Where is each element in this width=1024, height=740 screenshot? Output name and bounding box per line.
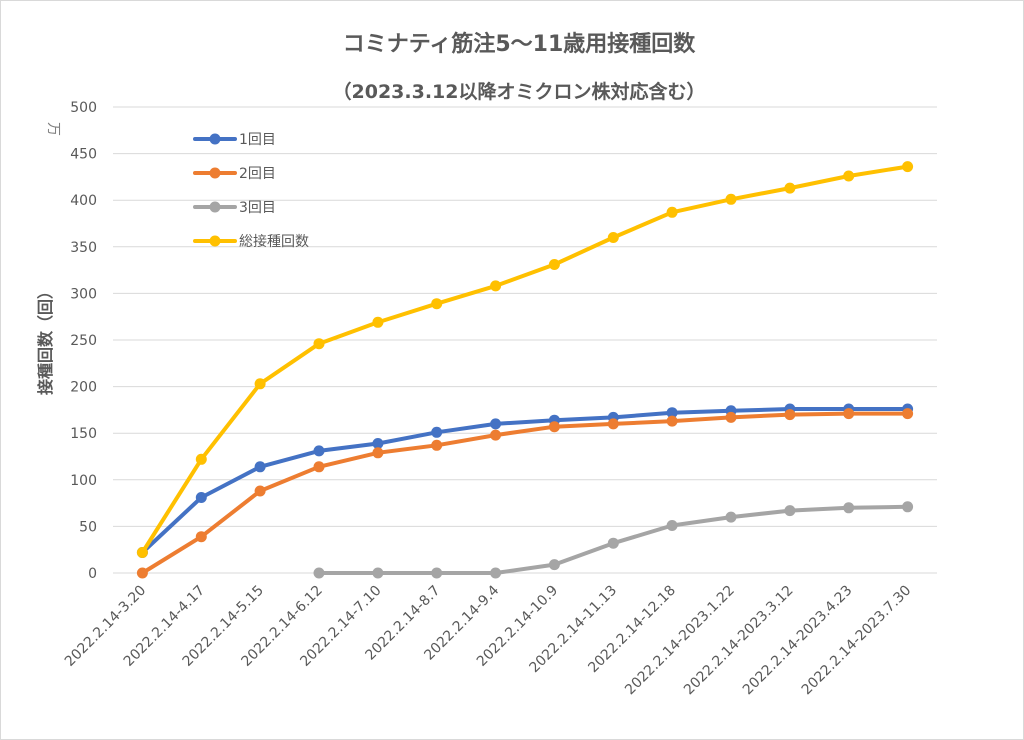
data-point xyxy=(843,502,855,514)
data-point xyxy=(607,537,619,549)
legend-label: 3回目 xyxy=(239,200,276,216)
legend-marker xyxy=(209,133,221,145)
data-point xyxy=(195,453,207,465)
x-axis-ticks: 2022.2.14-3.202022.2.14-4.172022.2.14-5.… xyxy=(62,582,914,698)
y-tick-label: 150 xyxy=(70,426,97,442)
data-point xyxy=(902,408,914,420)
legend-label: 総接種回数 xyxy=(239,233,309,250)
data-point xyxy=(372,447,384,459)
y-tick-label: 200 xyxy=(70,380,97,396)
series-4 xyxy=(136,161,914,558)
data-point xyxy=(431,567,443,579)
data-point xyxy=(725,511,737,523)
data-point xyxy=(490,567,502,579)
series-line xyxy=(140,411,910,575)
data-point xyxy=(490,429,502,441)
y-tick-label: 400 xyxy=(70,193,97,209)
data-point xyxy=(490,280,502,292)
x-tick-label: 2022.2.14-2023.7.30 xyxy=(799,583,915,699)
y-tick-label: 100 xyxy=(70,473,97,489)
series-line xyxy=(140,164,910,555)
data-point xyxy=(666,407,678,419)
y-axis-title: 接種回数（回） xyxy=(36,283,55,395)
y-axis-ticks: 0 50 100 150 200 250 300 350 400 450 500 xyxy=(70,100,97,582)
legend-item: 1回目 xyxy=(193,132,276,148)
y-tick-label: 300 xyxy=(70,286,97,302)
data-point xyxy=(902,161,914,173)
data-point xyxy=(784,409,796,421)
data-point xyxy=(607,232,619,243)
unit-label: 万 xyxy=(45,122,61,136)
series-line xyxy=(140,407,910,555)
y-tick-label: 250 xyxy=(70,333,97,349)
data-point xyxy=(372,316,384,328)
data-point xyxy=(372,567,384,579)
legend-item: 2回目 xyxy=(193,166,276,182)
chart-title: コミナティ筋注5～11歳用接種回数 xyxy=(343,31,697,57)
legend-label: 1回目 xyxy=(239,132,276,148)
series-group xyxy=(136,161,914,579)
data-point xyxy=(548,559,560,571)
data-point xyxy=(254,485,266,497)
data-point xyxy=(843,170,855,182)
series-1 xyxy=(136,403,914,558)
data-point xyxy=(254,378,266,390)
data-point xyxy=(136,567,148,579)
data-point xyxy=(313,338,325,350)
data-point xyxy=(784,505,796,517)
y-tick-label: 450 xyxy=(70,147,97,163)
data-point xyxy=(313,567,325,579)
legend-marker xyxy=(209,235,221,247)
data-point xyxy=(195,492,207,503)
legend-label: 2回目 xyxy=(239,166,276,182)
data-point xyxy=(136,547,148,558)
x-tick-label: 2022.2.14-2023.3.12 xyxy=(681,583,797,699)
data-point xyxy=(313,461,325,473)
legend-marker xyxy=(209,167,221,179)
data-point xyxy=(548,421,560,433)
data-point xyxy=(372,438,384,449)
data-point xyxy=(431,298,443,310)
data-point xyxy=(784,182,796,194)
x-tick-label: 2022.2.14-2023.1.22 xyxy=(622,583,738,699)
legend-marker xyxy=(209,201,221,213)
gridlines xyxy=(113,106,937,574)
data-point xyxy=(490,418,502,430)
data-point xyxy=(902,501,914,513)
y-tick-label: 50 xyxy=(79,519,97,535)
data-point xyxy=(666,206,678,218)
y-tick-label: 500 xyxy=(70,100,97,116)
data-point xyxy=(725,411,737,423)
data-point xyxy=(195,531,207,543)
data-point xyxy=(843,408,855,420)
legend-item: 総接種回数 xyxy=(193,233,309,250)
data-point xyxy=(548,259,560,270)
x-tick-label: 2022.2.14-2023.4.23 xyxy=(740,583,856,699)
series-2 xyxy=(136,408,914,579)
data-point xyxy=(313,445,325,457)
legend-item: 3回目 xyxy=(193,200,276,216)
y-tick-label: 350 xyxy=(70,240,97,256)
data-point xyxy=(254,461,266,473)
data-point xyxy=(666,520,678,531)
data-point xyxy=(431,426,443,438)
data-point xyxy=(431,439,443,451)
y-tick-label: 0 xyxy=(88,566,97,582)
data-point xyxy=(666,415,678,427)
data-point xyxy=(607,418,619,430)
data-point xyxy=(725,193,737,205)
series-3 xyxy=(313,501,914,579)
chart-subtitle: （2023.3.12以降オミクロン株対応含む） xyxy=(333,80,706,103)
